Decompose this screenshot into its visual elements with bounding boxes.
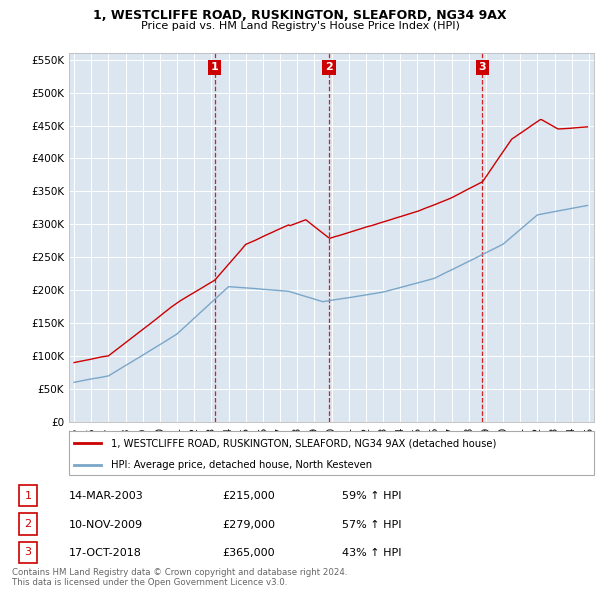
Text: 1, WESTCLIFFE ROAD, RUSKINGTON, SLEAFORD, NG34 9AX: 1, WESTCLIFFE ROAD, RUSKINGTON, SLEAFORD…: [93, 9, 507, 22]
Text: 57% ↑ HPI: 57% ↑ HPI: [342, 520, 401, 529]
Text: Contains HM Land Registry data © Crown copyright and database right 2024.
This d: Contains HM Land Registry data © Crown c…: [12, 568, 347, 587]
FancyBboxPatch shape: [69, 431, 594, 475]
Text: 10-NOV-2009: 10-NOV-2009: [69, 520, 143, 529]
Text: Price paid vs. HM Land Registry's House Price Index (HPI): Price paid vs. HM Land Registry's House …: [140, 21, 460, 31]
FancyBboxPatch shape: [19, 542, 37, 563]
Text: 3: 3: [25, 548, 31, 557]
Text: 3: 3: [479, 63, 486, 73]
Text: 1, WESTCLIFFE ROAD, RUSKINGTON, SLEAFORD, NG34 9AX (detached house): 1, WESTCLIFFE ROAD, RUSKINGTON, SLEAFORD…: [111, 438, 496, 448]
FancyBboxPatch shape: [19, 513, 37, 535]
Text: £365,000: £365,000: [222, 548, 275, 558]
Text: HPI: Average price, detached house, North Kesteven: HPI: Average price, detached house, Nort…: [111, 460, 372, 470]
Text: £215,000: £215,000: [222, 491, 275, 501]
Text: 1: 1: [211, 63, 219, 73]
FancyBboxPatch shape: [19, 485, 37, 506]
Text: 59% ↑ HPI: 59% ↑ HPI: [342, 491, 401, 501]
Text: 1: 1: [25, 491, 31, 500]
Text: £279,000: £279,000: [222, 520, 275, 529]
Text: 2: 2: [325, 63, 333, 73]
Text: 14-MAR-2003: 14-MAR-2003: [69, 491, 144, 501]
Text: 43% ↑ HPI: 43% ↑ HPI: [342, 548, 401, 558]
Text: 17-OCT-2018: 17-OCT-2018: [69, 548, 142, 558]
Text: 2: 2: [25, 519, 31, 529]
